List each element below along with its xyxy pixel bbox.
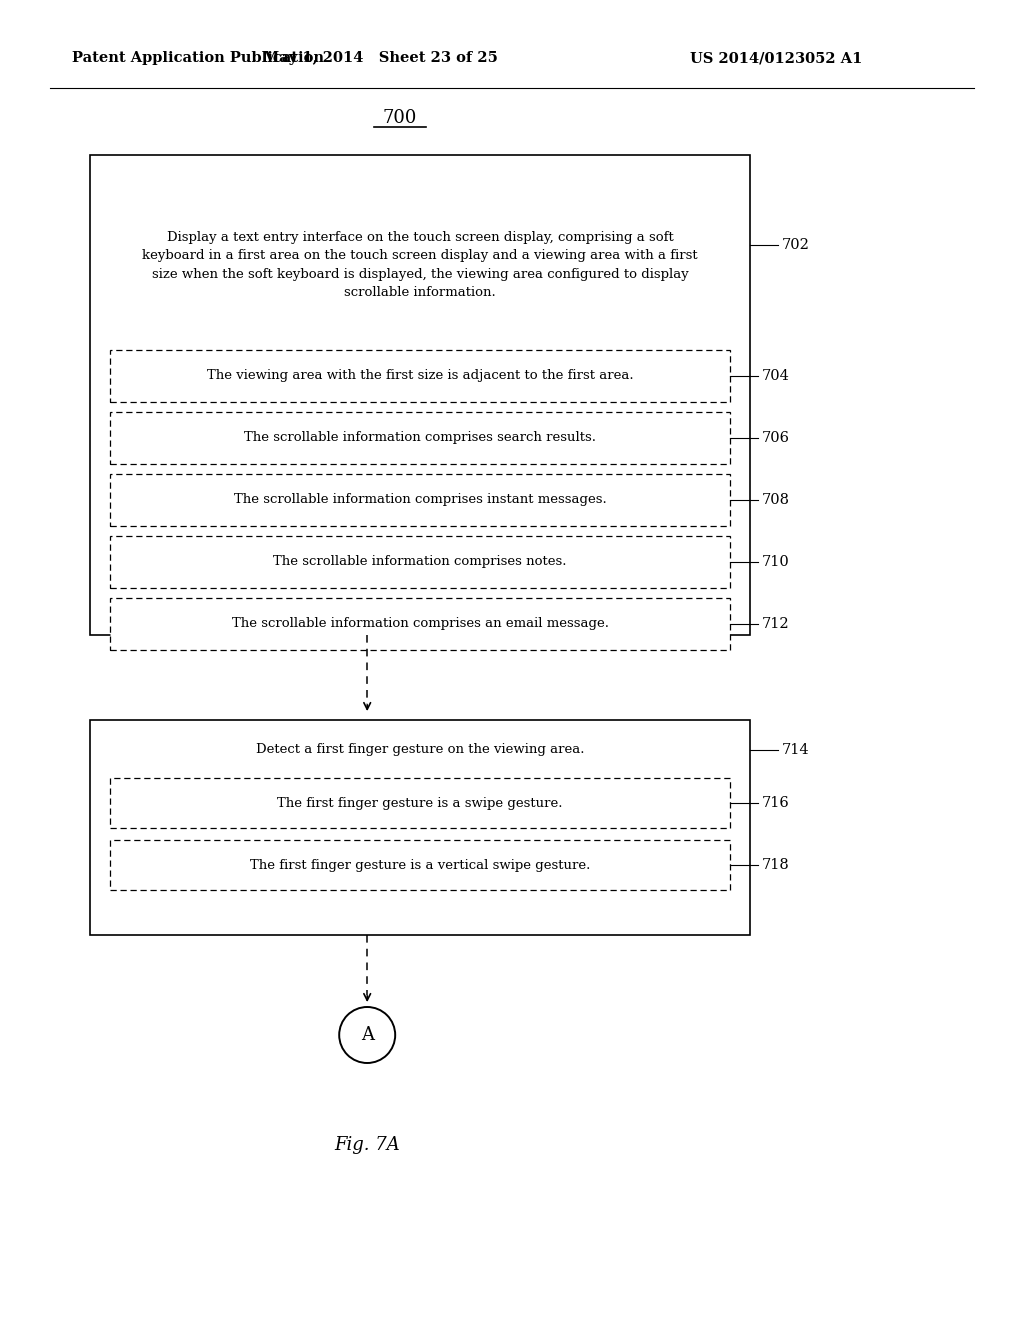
Text: 712: 712 <box>762 616 790 631</box>
Text: The first finger gesture is a swipe gesture.: The first finger gesture is a swipe gest… <box>278 796 563 809</box>
Bar <box>110 350 730 403</box>
Text: 700: 700 <box>383 110 417 127</box>
Bar <box>110 777 730 828</box>
Bar <box>90 719 750 935</box>
Text: Fig. 7A: Fig. 7A <box>334 1137 400 1154</box>
Text: The scrollable information comprises search results.: The scrollable information comprises sea… <box>244 432 596 445</box>
Text: The scrollable information comprises an email message.: The scrollable information comprises an … <box>231 618 608 631</box>
Text: A: A <box>360 1026 374 1044</box>
Text: US 2014/0123052 A1: US 2014/0123052 A1 <box>690 51 862 65</box>
Bar <box>110 598 730 649</box>
Text: 710: 710 <box>762 554 790 569</box>
Text: Patent Application Publication: Patent Application Publication <box>72 51 324 65</box>
Text: Display a text entry interface on the touch screen display, comprising a soft
ke: Display a text entry interface on the to… <box>142 231 697 300</box>
Text: 714: 714 <box>782 743 810 756</box>
Bar <box>110 412 730 465</box>
Bar <box>110 840 730 890</box>
Text: 704: 704 <box>762 370 790 383</box>
Text: The first finger gesture is a vertical swipe gesture.: The first finger gesture is a vertical s… <box>250 858 590 871</box>
Text: The scrollable information comprises instant messages.: The scrollable information comprises ins… <box>233 494 606 507</box>
Bar <box>110 536 730 587</box>
Bar <box>90 154 750 635</box>
Text: 716: 716 <box>762 796 790 810</box>
Text: 706: 706 <box>762 432 790 445</box>
Text: The scrollable information comprises notes.: The scrollable information comprises not… <box>273 556 566 569</box>
Text: Detect a first finger gesture on the viewing area.: Detect a first finger gesture on the vie… <box>256 743 585 756</box>
Text: May 1, 2014   Sheet 23 of 25: May 1, 2014 Sheet 23 of 25 <box>262 51 498 65</box>
Text: The viewing area with the first size is adjacent to the first area.: The viewing area with the first size is … <box>207 370 633 383</box>
Bar <box>110 474 730 525</box>
Text: 718: 718 <box>762 858 790 873</box>
Text: 702: 702 <box>782 238 810 252</box>
Text: 708: 708 <box>762 492 790 507</box>
